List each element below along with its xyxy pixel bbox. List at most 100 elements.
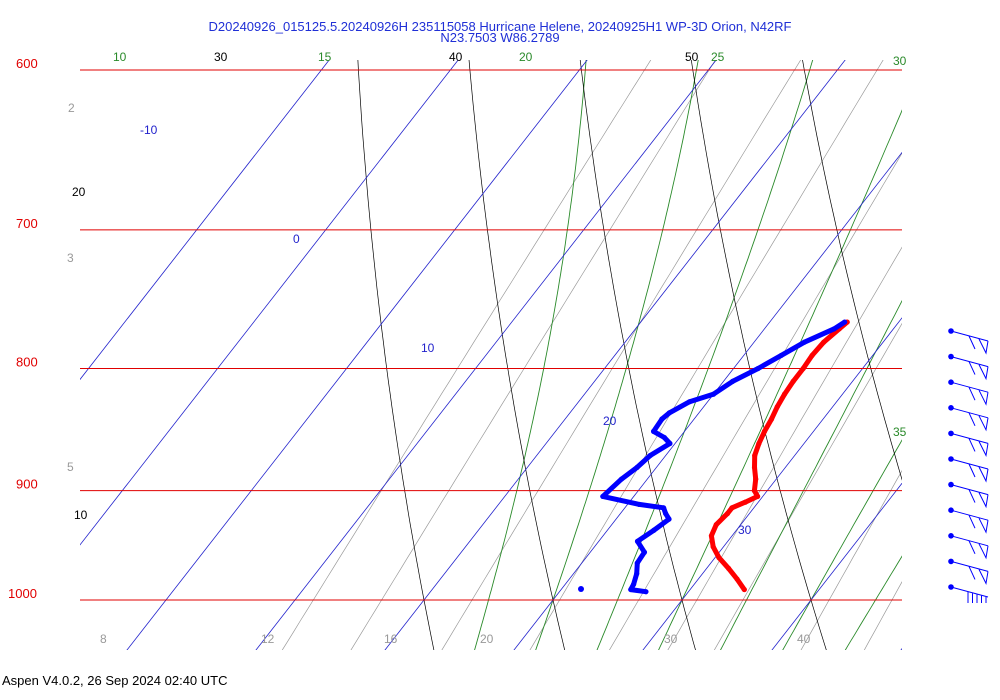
dry-adiabat-line [357, 60, 435, 650]
moist-adiabats [474, 60, 902, 650]
wind-barb-half [968, 566, 976, 580]
profile-point [742, 499, 749, 505]
mixing-ratio-label: 30 [664, 632, 678, 646]
mixing-ratio-lines [281, 60, 902, 650]
profile-point [729, 378, 736, 384]
profile-point [774, 404, 780, 410]
moist-adiabat-label: 10 [113, 50, 127, 64]
profile-point [768, 416, 775, 422]
profile-point [800, 365, 806, 372]
profile-point [756, 440, 762, 447]
dewpoint-point [578, 586, 584, 592]
wind-barb [948, 328, 989, 355]
profile-point [790, 378, 796, 384]
isotherm-line [384, 60, 846, 650]
wind-barb-half [968, 438, 976, 452]
sounding-profiles [578, 319, 850, 595]
mixing-ratio-line [441, 60, 802, 650]
dry-adiabat-line [579, 60, 696, 650]
profile-point [634, 560, 640, 566]
profile-point [741, 586, 747, 593]
mixing-ratio-line [350, 60, 716, 650]
profile-point [650, 428, 657, 434]
moist-adiabat-line [844, 555, 902, 650]
isotherm-line [771, 482, 902, 650]
dry-adiabat-label: 10 [74, 508, 88, 522]
wind-barb-flag [978, 543, 989, 560]
mixing-ratio-label: 40 [797, 632, 811, 646]
isobar-label: 1000 [8, 586, 37, 601]
profile-point [666, 516, 672, 522]
profile-point [821, 339, 827, 345]
mixing-ratio-line [281, 60, 652, 650]
isobar-label: 700 [16, 216, 38, 231]
profile-point [687, 399, 693, 405]
moist-adiabat-label: 15 [318, 50, 332, 64]
mixing-ratio-line [529, 60, 884, 650]
wind-barb-flag [978, 569, 989, 585]
mixing-ratio-label: 16 [384, 632, 398, 646]
profile-point [634, 538, 641, 544]
mixing-ratio-label: 20 [480, 632, 494, 646]
profile-point [831, 326, 837, 332]
profile-point [711, 391, 717, 397]
wind-barb [948, 379, 989, 406]
profile-point [713, 522, 719, 528]
isotherm-label: -10 [140, 123, 158, 137]
profile-point [724, 510, 731, 517]
wind-barb [948, 558, 989, 585]
wind-barb-flag [978, 415, 989, 432]
isobar-label: 900 [16, 477, 38, 492]
moist-adiabat-line [658, 109, 902, 650]
wind-barb [948, 430, 989, 457]
wind-barb-half [968, 412, 976, 427]
mixing-ratio-line [609, 152, 902, 650]
isotherm-line [80, 60, 459, 546]
wind-barb-half [968, 386, 976, 401]
profile-point [651, 527, 657, 533]
moist-adiabat-label: 20 [519, 50, 533, 64]
mixing-ratio-line [667, 246, 902, 650]
isotherm-label: 0 [293, 232, 300, 246]
wind-barb-flag [978, 492, 989, 509]
profile-point [659, 416, 665, 422]
profile-point [666, 410, 672, 416]
isobar-label: 600 [16, 56, 38, 71]
profile-point [752, 452, 758, 459]
isotherm-line [900, 648, 902, 650]
mixing-ratio-label: 8 [100, 632, 107, 646]
profile-point [667, 440, 673, 447]
footer-text: Aspen V4.0.2, 26 Sep 2024 02:40 UTC [2, 673, 228, 688]
dry-adiabats [357, 60, 902, 650]
profile-point [618, 476, 625, 482]
profile-point [631, 581, 637, 587]
profile-point [751, 464, 758, 470]
isobars: 600 700 800 900 1000 [8, 56, 902, 601]
profile-point [781, 391, 788, 397]
profile-point [641, 549, 648, 555]
wind-barb-flag [978, 466, 989, 483]
isotherm-line [513, 151, 902, 650]
dry-adiabat-label: 20 [72, 185, 86, 199]
dry-adiabat-line [468, 60, 566, 650]
wind-barb-flag [978, 364, 989, 381]
wind-barb [948, 405, 989, 432]
wind-barb [948, 456, 989, 483]
dry-adiabat-label: 30 [214, 50, 228, 64]
profile-point [663, 510, 669, 517]
profile-point [708, 533, 715, 539]
profile-point [809, 352, 815, 359]
wind-barb-flag [978, 517, 989, 534]
profile-point [751, 488, 757, 494]
mixing-ratio-line [800, 470, 902, 650]
mixing-ratio-label: 2 [68, 101, 75, 115]
isotherm-line [642, 317, 902, 650]
wind-barb [948, 353, 989, 381]
moist-adiabat-label: 35 [893, 425, 907, 439]
mixing-ratio-label: 3 [67, 251, 74, 265]
wind-barb-flag [978, 441, 989, 457]
profile-point [755, 365, 761, 372]
dry-adiabat-line [690, 60, 827, 650]
